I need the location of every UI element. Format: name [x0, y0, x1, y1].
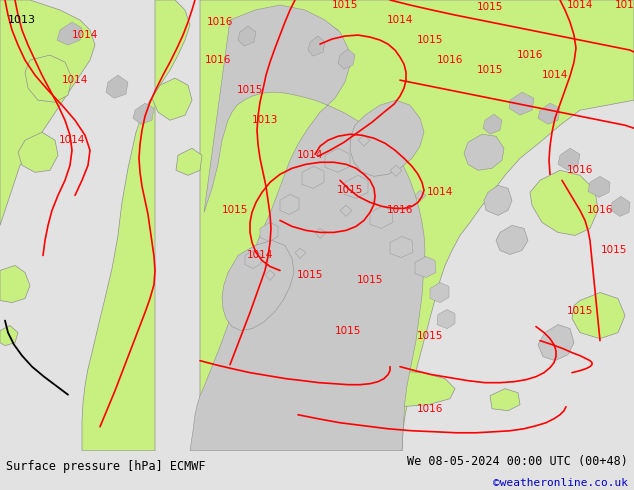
Polygon shape [338, 49, 355, 69]
Polygon shape [265, 270, 275, 280]
Polygon shape [358, 135, 370, 146]
Text: 1015: 1015 [332, 0, 358, 10]
Polygon shape [496, 225, 528, 254]
Polygon shape [280, 195, 299, 215]
Polygon shape [430, 283, 449, 302]
Text: 1015: 1015 [222, 205, 248, 216]
Text: We 08-05-2024 00:00 UTC (00+48): We 08-05-2024 00:00 UTC (00+48) [407, 455, 628, 468]
Text: 1016: 1016 [517, 50, 543, 60]
Polygon shape [437, 310, 455, 329]
Polygon shape [415, 256, 436, 277]
Text: 1016: 1016 [587, 205, 613, 216]
Polygon shape [370, 206, 393, 228]
Text: 1015: 1015 [477, 2, 503, 12]
Text: 1014: 1014 [297, 150, 323, 160]
Text: 1015: 1015 [601, 245, 627, 255]
Polygon shape [490, 389, 520, 411]
Polygon shape [415, 190, 426, 201]
Polygon shape [25, 55, 72, 102]
Text: ©weatheronline.co.uk: ©weatheronline.co.uk [493, 478, 628, 488]
Text: 1015: 1015 [417, 331, 443, 341]
Polygon shape [464, 134, 504, 171]
Polygon shape [106, 75, 128, 98]
Polygon shape [344, 175, 368, 198]
Text: 1014: 1014 [247, 250, 273, 261]
Polygon shape [340, 205, 352, 217]
Polygon shape [344, 370, 455, 407]
Polygon shape [238, 26, 256, 46]
Polygon shape [538, 324, 574, 361]
Polygon shape [260, 222, 278, 242]
Polygon shape [325, 148, 350, 172]
Text: 1015: 1015 [237, 85, 263, 95]
Polygon shape [190, 5, 425, 451]
Text: 1015: 1015 [297, 270, 323, 280]
Polygon shape [0, 266, 30, 302]
Text: 1015: 1015 [417, 35, 443, 45]
Polygon shape [176, 148, 202, 175]
Text: 1014: 1014 [72, 30, 98, 40]
Text: 1014: 1014 [61, 75, 88, 85]
Text: 1014: 1014 [427, 187, 453, 197]
Text: 1015: 1015 [477, 65, 503, 75]
Text: 1016: 1016 [437, 55, 463, 65]
Text: 1016: 1016 [205, 55, 231, 65]
Polygon shape [310, 22, 338, 40]
Text: 1015: 1015 [357, 275, 383, 286]
Text: Surface pressure [hPa] ECMWF: Surface pressure [hPa] ECMWF [6, 460, 206, 473]
Text: 1016: 1016 [207, 17, 233, 27]
Polygon shape [133, 103, 154, 124]
Text: 1015: 1015 [335, 325, 361, 336]
Polygon shape [509, 92, 534, 115]
Text: 1013: 1013 [8, 15, 36, 25]
Polygon shape [152, 78, 192, 120]
Polygon shape [588, 176, 610, 197]
Polygon shape [530, 171, 598, 235]
Polygon shape [18, 132, 58, 172]
Text: 1015: 1015 [337, 185, 363, 196]
Text: 1015: 1015 [615, 0, 634, 10]
Text: 1016: 1016 [417, 404, 443, 414]
Text: 1016: 1016 [567, 165, 593, 175]
Polygon shape [538, 103, 560, 124]
Polygon shape [558, 148, 580, 171]
Polygon shape [315, 228, 326, 239]
Polygon shape [483, 114, 502, 134]
Polygon shape [611, 196, 630, 217]
Text: 1015: 1015 [567, 306, 593, 316]
Text: 1014: 1014 [567, 0, 593, 10]
Polygon shape [295, 248, 306, 258]
Text: 1013: 1013 [252, 115, 278, 125]
Text: 1014: 1014 [542, 70, 568, 80]
Polygon shape [200, 0, 634, 451]
Polygon shape [302, 166, 324, 188]
Polygon shape [390, 236, 413, 257]
Polygon shape [222, 241, 294, 331]
Polygon shape [0, 0, 95, 225]
Polygon shape [245, 250, 261, 269]
Polygon shape [82, 0, 190, 451]
Polygon shape [0, 325, 18, 345]
Text: 1014: 1014 [387, 15, 413, 25]
Text: 1014: 1014 [59, 135, 85, 145]
Polygon shape [572, 293, 625, 339]
Polygon shape [484, 185, 512, 216]
Polygon shape [57, 22, 82, 45]
Polygon shape [308, 36, 325, 56]
Polygon shape [390, 165, 402, 176]
Polygon shape [350, 100, 424, 176]
Text: 1016: 1016 [387, 205, 413, 216]
